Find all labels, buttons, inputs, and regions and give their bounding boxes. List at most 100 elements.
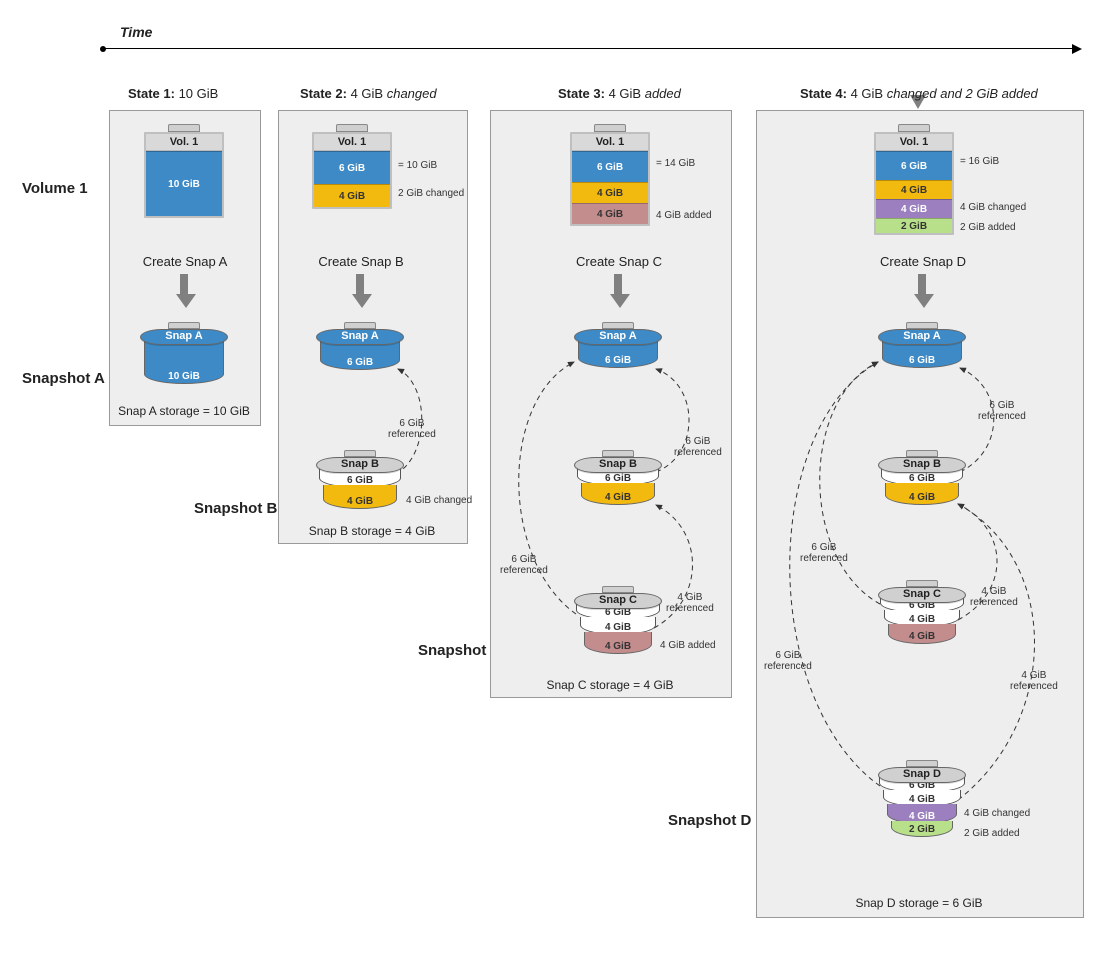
volume-side-note: 4 GiB changed [960,202,1026,213]
row-label-snapshot-b: Snapshot B [194,500,277,517]
snapshot-cap: Snap A [140,329,228,345]
reference-label: 4 GiBreferenced [1010,670,1058,692]
reference-label: 6 GiBreferenced [500,554,548,576]
snapshot-cap: Snap C [878,587,966,603]
volume-side-note: = 16 GiB [960,156,999,167]
volume-segment: 6 GiB [314,151,390,184]
volume-body: Vol. 16 GiB4 GiB [312,132,392,209]
storage-caption-s3: Snap C storage = 4 GiB [490,678,730,692]
snapshot-cap: Snap A [878,329,966,345]
storage-caption-s1: Snap A storage = 10 GiB [109,404,259,418]
snapshot-cap: Snap B [316,457,404,473]
state-title-s4: State 4: 4 GiB changed and 2 GiB added [800,86,1038,101]
volume-segment: 4 GiB [876,199,952,218]
snapshot-bucket: Snap D6 GiB4 GiB4 GiB2 GiB [878,760,966,837]
volume-tab-icon [898,124,930,132]
storage-caption-s4: Snap D storage = 6 GiB [756,896,1082,910]
volume-title: Vol. 1 [572,134,648,151]
volume-title: Vol. 1 [146,134,222,151]
reference-label: 4 GiBreferenced [970,586,1018,608]
volume-segment: 4 GiB [314,184,390,207]
snapshot-band: 4 GiB [581,483,655,505]
snapshot-side-note: 2 GiB added [964,828,1020,839]
reference-label: 6 GiBreferenced [764,650,812,672]
volume-segment: 4 GiB [572,203,648,224]
volume-side-note: = 14 GiB [656,158,695,169]
snapshot-cap: Snap B [574,457,662,473]
snapshot-bucket: Snap B6 GiB4 GiB [316,450,404,509]
time-axis-line [103,48,1073,49]
volume-body: Vol. 110 GiB [144,132,224,218]
create-snapshot-label-s4: Create Snap D [878,254,968,269]
arrow-down-icon [176,274,192,308]
state-title-s2: State 2: 4 GiB changed [300,86,437,101]
snapshot-lid-icon [906,580,938,587]
reference-label: 6 GiBreferenced [674,436,722,458]
snapshot-side-note: 4 GiB changed [964,808,1030,819]
state-title-bold: State 2: [300,86,347,101]
state-title-bold: State 4: [800,86,847,101]
snapshot-band: 4 GiB [323,485,397,509]
snapshot-bucket: Snap C6 GiB4 GiB4 GiB [878,580,966,644]
snapshot-cap: Snap A [574,329,662,345]
volume-segment: 4 GiB [876,180,952,199]
state-title-s3: State 3: 4 GiB added [558,86,681,101]
state-title-s1: State 1: 10 GiB [128,86,218,101]
volume-side-note: = 10 GiB [398,160,437,171]
snapshot-bucket: Snap A6 GiB [316,322,404,370]
snapshot-lid-icon [906,322,938,329]
row-label-snapshot-d: Snapshot D [668,812,751,829]
volume-side-note: 2 GiB added [960,222,1016,233]
volume-side-note: 2 GiB changed [398,188,464,199]
reference-label: 4 GiBreferenced [666,592,714,614]
row-label-snapshot-c: Snapshot C [418,642,501,659]
volume-s3: Vol. 16 GiB4 GiB4 GiB [570,124,650,226]
snapshot-cap: Snap D [878,767,966,783]
snapshot-stack: 6 GiB4 GiB4 GiB2 GiB [878,776,966,837]
state-title-rest: 4 GiB [847,86,887,101]
arrow-down-icon [914,274,930,308]
volume-tab-icon [336,124,368,132]
create-snapshot-label-s3: Create Snap C [574,254,664,269]
time-axis-arrowhead [1072,44,1082,54]
volume-body: Vol. 16 GiB4 GiB4 GiB [570,132,650,226]
snapshot-stack: 6 GiB4 GiB4 GiB [878,596,966,644]
snapshot-band: 4 GiB [584,632,652,654]
state-title-bold: State 1: [128,86,175,101]
snapshot-lid-icon [168,322,200,329]
snapshot-side-note: 4 GiB added [660,640,716,651]
volume-segment: 2 GiB [876,218,952,233]
snapshot-lid-icon [602,586,634,593]
snapshot-bucket: Snap A10 GiB [140,322,228,384]
snapshot-cap: Snap A [316,329,404,345]
state-title-rest: 10 GiB [175,86,218,101]
snapshot-lid-icon [344,322,376,329]
state-title-rest: 4 GiB [605,86,645,101]
volume-tab-icon [168,124,200,132]
volume-segment: 10 GiB [146,151,222,216]
snapshot-band: 2 GiB [891,821,953,837]
time-axis: Time [0,44,1112,54]
volume-s1: Vol. 110 GiB [144,124,224,218]
snapshot-bucket: Snap A6 GiB [574,322,662,368]
volume-segment: 4 GiB [572,182,648,203]
snapshot-bucket: Snap C6 GiB4 GiB4 GiB [574,586,662,654]
snapshot-lid-icon [602,450,634,457]
create-snapshot-label-s1: Create Snap A [140,254,230,269]
create-snapshot-label-s2: Create Snap B [316,254,406,269]
arrow-down-icon [610,274,626,308]
state-title-bold: State 3: [558,86,605,101]
arrow-down-icon [352,274,368,308]
volume-s2: Vol. 16 GiB4 GiB [312,124,392,209]
state-title-rest: 4 GiB [347,86,387,101]
snapshot-stack: 6 GiB4 GiB4 GiB [574,602,662,654]
state-title-italic: changed and 2 GiB added [887,86,1038,101]
volume-s4: Vol. 16 GiB4 GiB4 GiB2 GiB [874,124,954,235]
snapshot-lid-icon [344,450,376,457]
row-label-snapshot-a: Snapshot A [22,370,105,387]
state-title-italic: added [645,86,681,101]
snapshot-bucket: Snap B6 GiB4 GiB [574,450,662,505]
volume-tab-icon [594,124,626,132]
reference-label: 6 GiBreferenced [388,418,436,440]
snapshot-lid-icon [906,760,938,767]
